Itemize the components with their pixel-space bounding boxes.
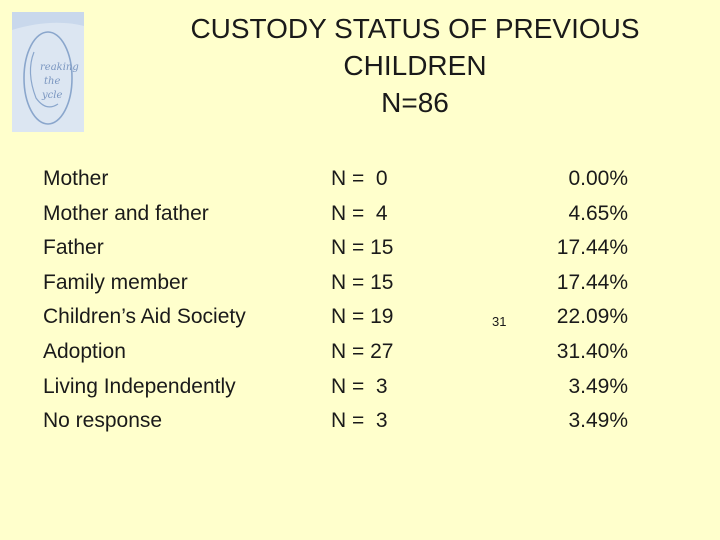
row-count: N = 3	[331, 409, 388, 433]
row-percent: 3.49%	[568, 409, 628, 433]
row-percent: 17.44%	[556, 270, 628, 294]
row-percent: 0.00%	[568, 167, 628, 190]
breaking-the-cycle-logo: reaking the ycle	[12, 12, 84, 132]
row-count: N = 27	[331, 339, 394, 363]
row-label: Mother	[43, 167, 109, 190]
row-percent: 31.40%	[556, 339, 628, 363]
row-percent: 4.65%	[568, 201, 628, 225]
row-count: N = 4	[331, 201, 388, 225]
row-percent: 3.49%	[568, 374, 628, 398]
svg-text:ycle: ycle	[41, 90, 62, 101]
row-count: N = 15	[331, 236, 394, 260]
title-line-2: CHILDREN	[343, 50, 487, 81]
row-label: Mother and father	[43, 201, 209, 225]
row-label: Living Independently	[43, 374, 236, 398]
row-count: N = 0	[331, 167, 388, 190]
svg-text:the: the	[44, 76, 60, 87]
title-line-1: CUSTODY STATUS OF PREVIOUS	[190, 13, 640, 44]
page-title: CUSTODY STATUS OF PREVIOUS CHILDREN N=86	[120, 10, 710, 121]
row-label: Father	[43, 236, 104, 260]
counts-column: N = 0 N = 4 N = 15 N = 15 N = 19 N = 27 …	[331, 162, 441, 439]
title-line-3: N=86	[381, 87, 449, 118]
page-number: 31	[492, 314, 507, 329]
row-label: No response	[43, 409, 163, 433]
svg-text:reaking: reaking	[40, 62, 79, 73]
row-percent: 17.44%	[556, 236, 628, 260]
row-count: N = 19	[331, 305, 394, 329]
row-count: N = 15	[331, 270, 394, 294]
row-percent: 22.09%	[556, 305, 628, 329]
row-label: Family member	[43, 270, 188, 294]
row-label: Adoption	[43, 339, 126, 363]
row-label: Children’s Aid Society	[43, 305, 246, 329]
row-count: N = 3	[331, 374, 388, 398]
percent-column: 0.00% 4.65% 17.44% 17.44% 22.09% 31.40% …	[500, 162, 628, 439]
labels-column: Mother Mother and father Father Family m…	[43, 162, 313, 439]
